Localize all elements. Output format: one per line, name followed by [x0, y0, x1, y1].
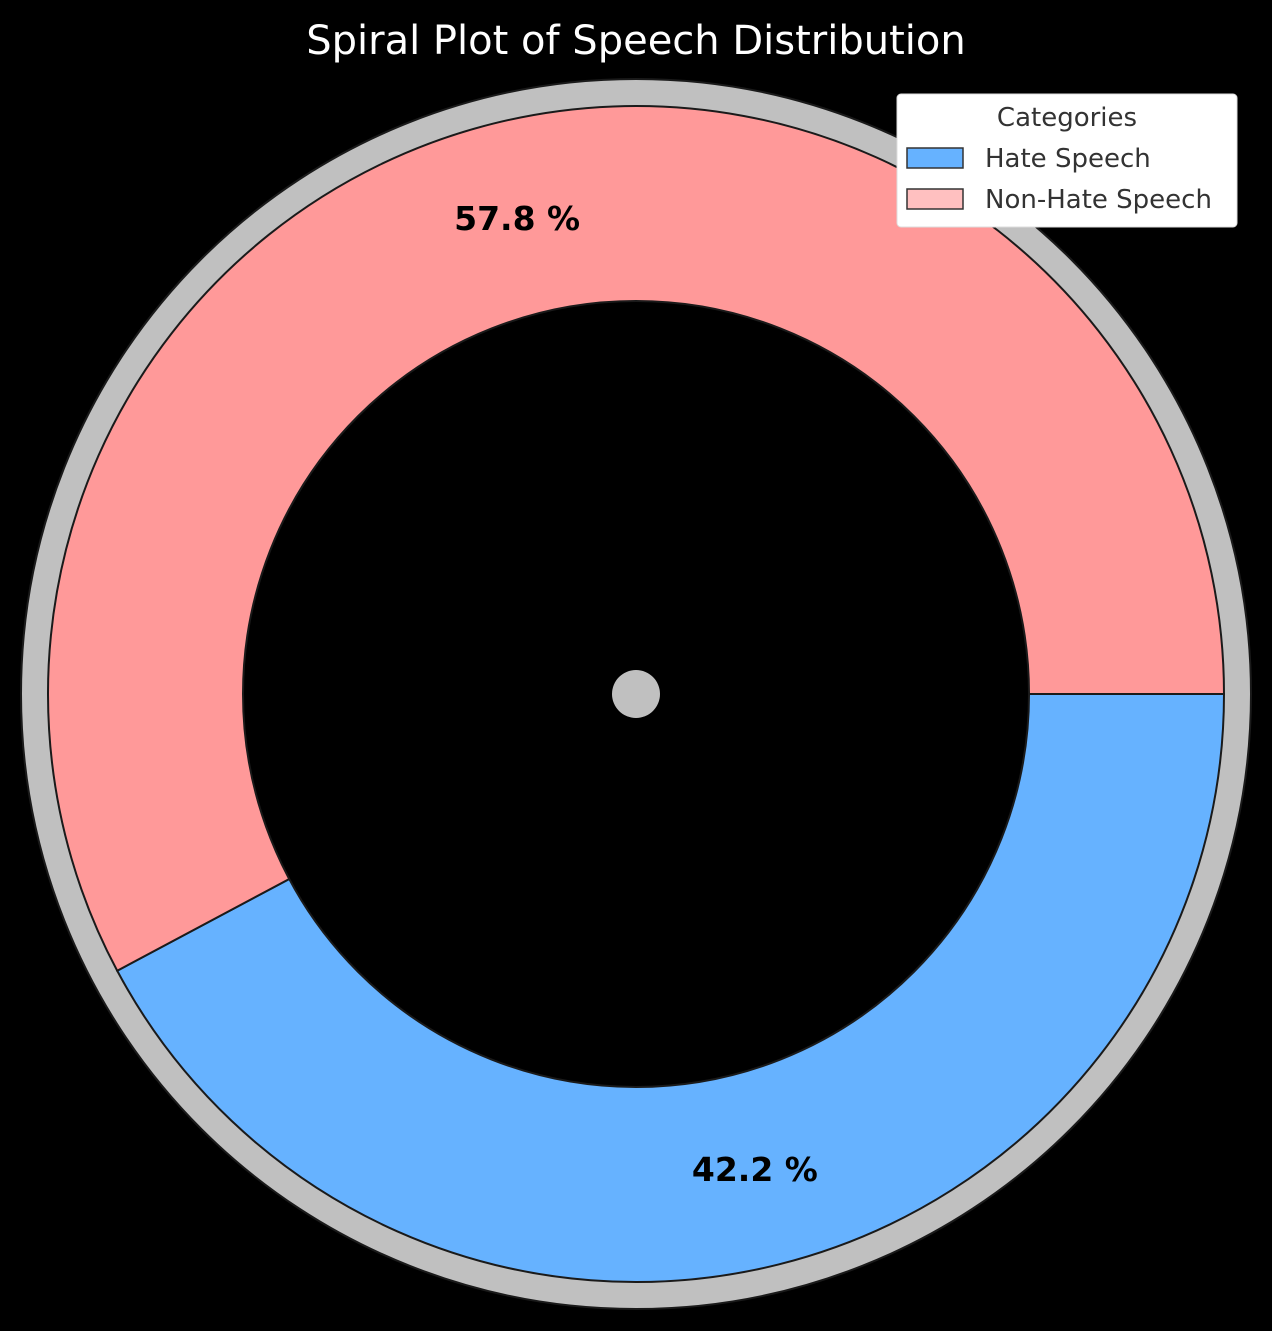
legend-entries: Hate Speech Non-Hate Speech — [906, 144, 1212, 215]
percent-label-hate-speech: 42.2 % — [692, 1150, 818, 1189]
legend-label-non-hate-speech: Non-Hate Speech — [985, 185, 1212, 215]
percent-label-non-hate-speech: 57.8 % — [454, 199, 580, 238]
chart-title: Spiral Plot of Speech Distribution — [306, 18, 965, 64]
legend-swatch-non-hate-speech — [906, 188, 964, 210]
legend-title: Categories — [997, 103, 1137, 133]
legend-swatch-hate-speech — [906, 147, 964, 169]
legend-label-hate-speech: Hate Speech — [985, 144, 1151, 174]
center-dot — [612, 670, 660, 718]
percent-label-group: 42.2 % 57.8 % — [454, 199, 818, 1189]
legend: Categories Hate Speech Non-Hate Speech — [896, 93, 1238, 228]
legend-box — [896, 93, 1238, 228]
